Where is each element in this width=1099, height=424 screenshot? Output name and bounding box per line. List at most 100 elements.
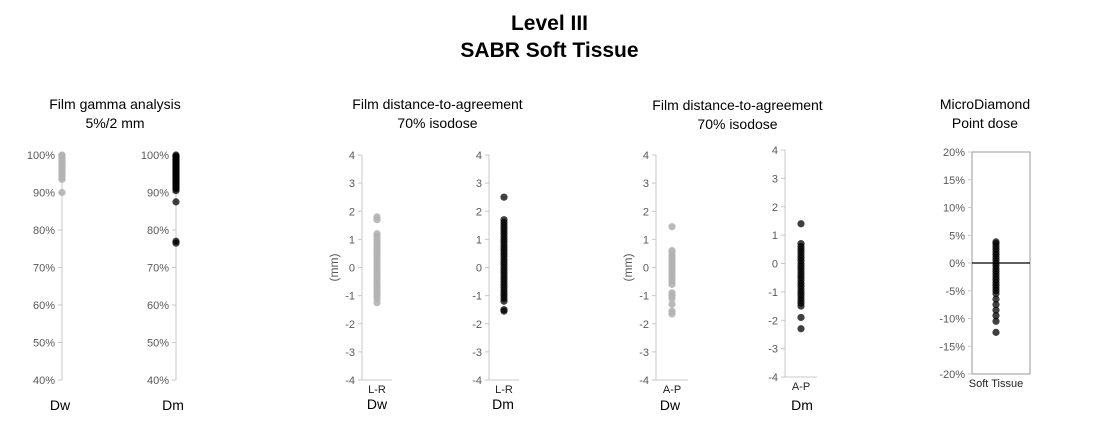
dta-ap-dw-tick-label: 0 xyxy=(643,263,649,275)
dta-ap-dw-data-point xyxy=(668,294,676,303)
microdiamond-tick-label: 5% xyxy=(949,230,965,242)
gamma-dm-data-point xyxy=(172,198,180,206)
microdiamond-tick-label: -15% xyxy=(939,341,965,353)
dta-ap-dw-tick-label: 4 xyxy=(643,150,649,162)
dta-lr-dw-tick-label: 2 xyxy=(349,206,355,218)
gamma-dm-tick-label: 70% xyxy=(147,263,169,275)
dta-ap-dw-tick-label: 2 xyxy=(643,206,649,218)
dta-lr-dw-y-axis-label: (mm) xyxy=(327,254,341,282)
microdiamond-tick-label: 0% xyxy=(949,258,965,270)
gamma-dw-data-point xyxy=(58,175,66,183)
dta-ap-dm-tick-label: -4 xyxy=(768,372,778,384)
microdiamond-tick-label: 20% xyxy=(943,147,965,159)
dta-ap-dm-tick-label: 0 xyxy=(772,259,778,271)
dta-ap-dm-data-point xyxy=(797,302,805,310)
dta-lr-dm-tick-label: -2 xyxy=(472,319,482,331)
dta-lr-dw-tick-label: -3 xyxy=(345,347,355,359)
dta-lr-dm-tick-label: 1 xyxy=(476,234,482,246)
dta-ap-dw-data-point xyxy=(668,300,676,308)
dta-ap-dw-tick-label: -1 xyxy=(639,291,649,303)
title-line-1: Level III xyxy=(510,12,589,35)
dta-lr-dw-tick-label: 0 xyxy=(349,263,355,275)
gamma-dm-tick-label: 80% xyxy=(147,225,169,237)
group-title-dta-lr: Film distance-to-agreement 70% isodose xyxy=(330,95,545,133)
gamma-dm-tick-label: 60% xyxy=(147,300,169,312)
gamma-dw-tick-label: 50% xyxy=(33,338,55,350)
group-title-line-1: MicroDiamond xyxy=(939,96,1031,112)
gamma-dw-tick-label: 70% xyxy=(33,263,55,275)
dta-ap-dw-data-point xyxy=(668,280,676,288)
group-title-line-2: 70% isodose xyxy=(697,116,778,132)
dta-lr-dm-tick-label: 4 xyxy=(476,150,482,162)
group-title-line-1: Film distance-to-agreement xyxy=(652,97,823,113)
microdiamond-tick-label: -20% xyxy=(939,369,965,381)
gamma-dm-tick-label: 50% xyxy=(147,338,169,350)
group-title-line-2: Point dose xyxy=(951,115,1019,131)
gamma-dw-tick-label: 60% xyxy=(33,300,55,312)
dta-ap-dw-tick-label: -2 xyxy=(639,319,649,331)
microdiamond-data-point xyxy=(992,317,1000,325)
sublabel-dta-lr-dw: Dw xyxy=(366,396,388,412)
dta-ap-dm-tick-label: 1 xyxy=(772,230,778,242)
gamma-dw-tick-label: 90% xyxy=(33,188,55,200)
dta-ap-dm-tick-label: 4 xyxy=(772,145,778,157)
dta-lr-dw-data-point xyxy=(373,299,381,307)
dta-lr-dm-tick-label: -4 xyxy=(472,375,482,387)
sublabel-gamma-dm: Dm xyxy=(162,397,184,413)
dta-lr-dm-x-category-label: L-R xyxy=(495,384,513,396)
gamma-dw-tick-label: 40% xyxy=(33,375,55,387)
microdiamond-data-point xyxy=(992,312,1000,320)
dta-lr-dw-tick-label: -1 xyxy=(345,291,355,303)
dta-lr-dm-data-point xyxy=(500,297,508,305)
dta-ap-dm-x-category-label: A-P xyxy=(792,381,810,393)
group-title-line-1: Film distance-to-agreement xyxy=(352,96,523,112)
dta-ap-dm-data-point xyxy=(797,313,805,322)
gamma-dw-tick-label: 100% xyxy=(27,150,55,162)
dta-lr-dw-tick-label: -4 xyxy=(345,375,355,387)
gamma-dm-tick-label: 90% xyxy=(147,188,169,200)
microdiamond-data-point xyxy=(992,301,1000,309)
dta-lr-dm-tick-label: 3 xyxy=(476,178,482,190)
microdiamond-data-point xyxy=(992,289,1000,298)
group-title-line-2: 70% isodose xyxy=(397,115,478,131)
microdiamond-data-point xyxy=(992,306,1000,314)
dta-ap-dw-x-category-label: A-P xyxy=(663,384,681,396)
microdiamond-data-point xyxy=(992,295,1000,303)
dta-ap-dw-tick-label: -4 xyxy=(639,375,649,387)
dta-lr-dw-data-point xyxy=(373,216,381,224)
microdiamond-tick-label: 15% xyxy=(943,175,965,187)
gamma-dw-data-point xyxy=(58,188,66,197)
microdiamond-tick-label: -5% xyxy=(945,286,965,298)
title-line-2: SABR Soft Tissue xyxy=(460,39,639,62)
dta-ap-dw-y-axis-label: (mm) xyxy=(621,254,635,282)
dta-lr-dw-tick-label: 4 xyxy=(349,150,355,162)
dta-lr-dm-tick-label: 2 xyxy=(476,206,482,218)
microdiamond-data-point xyxy=(992,328,1000,336)
group-title-line-1: Film gamma analysis xyxy=(49,96,181,112)
dta-ap-dm-data-point xyxy=(797,325,805,333)
gamma-dm-data-point xyxy=(172,239,180,247)
dta-lr-dw-tick-label: 1 xyxy=(349,234,355,246)
microdiamond-tick-label: 10% xyxy=(943,203,965,215)
group-title-microdiamond: MicroDiamond Point dose xyxy=(925,95,1045,133)
dta-ap-dm-tick-label: -1 xyxy=(768,287,778,299)
chart-title: Level III SABR Soft Tissue xyxy=(0,10,1099,64)
sublabel-dta-ap-dm: Dm xyxy=(791,397,813,413)
microdiamond-tick-label: -10% xyxy=(939,314,965,326)
dta-ap-dw-data-point xyxy=(668,310,676,318)
dta-ap-dw-tick-label: -3 xyxy=(639,347,649,359)
sublabel-dta-ap-dw: Dw xyxy=(659,397,681,413)
dta-lr-dw-tick-label: 3 xyxy=(349,178,355,190)
dta-ap-dm-tick-label: -2 xyxy=(768,315,778,327)
gamma-dw-tick-label: 80% xyxy=(33,225,55,237)
dta-lr-dm-tick-label: 0 xyxy=(476,263,482,275)
dta-lr-dm-tick-label: -3 xyxy=(472,347,482,359)
dta-lr-dm-tick-label: -1 xyxy=(472,291,482,303)
gamma-dm-tick-label: 100% xyxy=(141,150,169,162)
group-title-dta-ap: Film distance-to-agreement 70% isodose xyxy=(630,96,845,134)
group-title-gamma: Film gamma analysis 5%/2 mm xyxy=(20,95,210,133)
dta-lr-dw-x-category-label: L-R xyxy=(368,384,386,396)
dta-ap-dm-data-point xyxy=(797,220,805,228)
microdiamond-x-category-label: Soft Tissue xyxy=(969,378,1023,390)
